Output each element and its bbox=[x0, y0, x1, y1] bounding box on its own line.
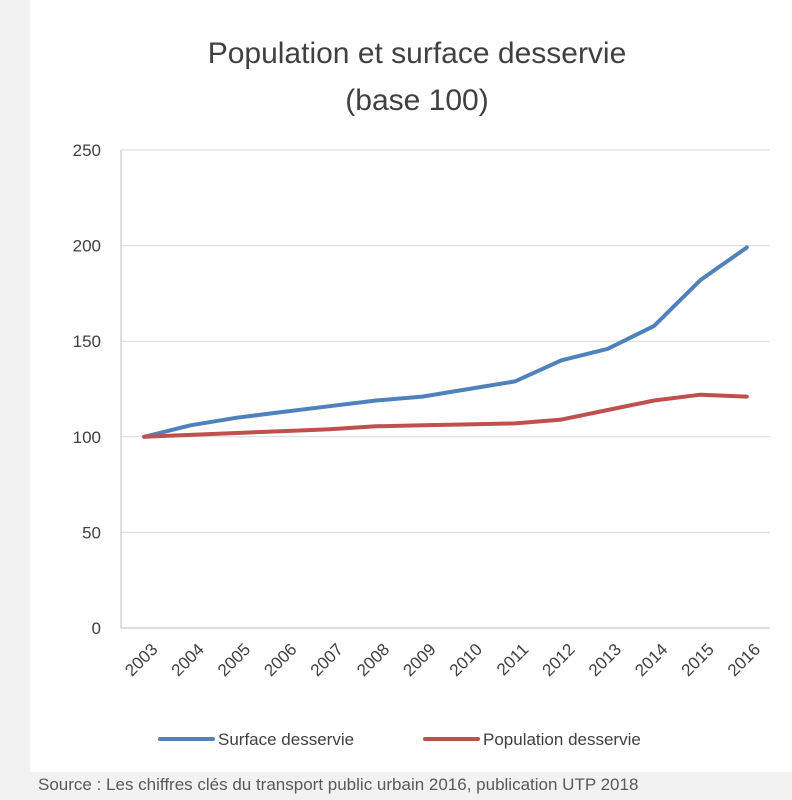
x-tick-label: 2003 bbox=[121, 640, 161, 680]
legend: Surface desservie Population desservie bbox=[158, 730, 641, 749]
x-tick-label: 2004 bbox=[168, 640, 208, 680]
x-tick-label: 2016 bbox=[724, 640, 764, 680]
x-tick-label: 2006 bbox=[260, 640, 300, 680]
series-lines bbox=[142, 245, 749, 439]
series-line-population bbox=[142, 392, 749, 439]
x-tick-label: 2013 bbox=[585, 640, 625, 680]
line-chart: Population et surface desservie (base 10… bbox=[73, 37, 770, 749]
source-note: Source : Les chiffres clés du transport … bbox=[38, 775, 639, 794]
legend-label: Surface desservie bbox=[218, 730, 354, 749]
y-tick-label: 0 bbox=[92, 619, 101, 638]
x-tick-label: 2010 bbox=[446, 640, 486, 680]
x-tick-label: 2014 bbox=[631, 640, 671, 680]
chart-panel: Population et surface desservie (base 10… bbox=[30, 0, 792, 772]
chart-title-line-1: Population et surface desservie bbox=[208, 37, 627, 70]
chart-title-line-2: (base 100) bbox=[345, 84, 488, 117]
y-tick-label: 250 bbox=[73, 141, 101, 160]
x-tick-label: 2009 bbox=[399, 640, 439, 680]
x-tick-label: 2005 bbox=[214, 640, 254, 680]
x-tick-label: 2008 bbox=[353, 640, 393, 680]
y-tick-label: 150 bbox=[73, 332, 101, 351]
x-tick-label: 2007 bbox=[307, 640, 347, 680]
y-tick-label: 200 bbox=[73, 237, 101, 256]
y-tick-label: 50 bbox=[82, 523, 101, 542]
legend-label: Population desservie bbox=[483, 730, 641, 749]
gridlines bbox=[121, 149, 770, 533]
x-tick-label: 2012 bbox=[539, 640, 579, 680]
series-line-surface bbox=[142, 245, 749, 439]
x-tick-label: 2015 bbox=[678, 640, 718, 680]
y-tick-label: 100 bbox=[73, 428, 101, 447]
x-tick-label: 2011 bbox=[493, 640, 532, 679]
